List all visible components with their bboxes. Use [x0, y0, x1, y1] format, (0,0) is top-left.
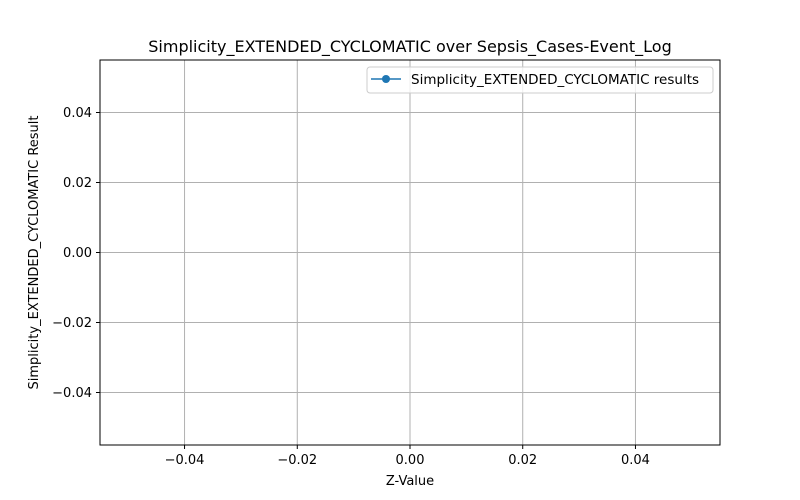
x-axis: −0.04 −0.02 0.00 0.02 0.04 — [165, 445, 650, 468]
legend: Simplicity_EXTENDED_CYCLOMATIC results — [366, 66, 714, 94]
x-tick-label: 0.02 — [508, 453, 537, 468]
legend-series-label: Simplicity_EXTENDED_CYCLOMATIC results — [411, 72, 699, 88]
y-axis-label: Simplicity_EXTENDED_CYCLOMATIC Result — [27, 116, 42, 390]
x-tick-label: −0.04 — [165, 453, 205, 468]
y-tick-label: 0.00 — [63, 246, 92, 261]
chart-title: Simplicity_EXTENDED_CYCLOMATIC over Seps… — [148, 37, 671, 57]
y-tick-label: 0.02 — [63, 176, 92, 191]
grid — [100, 60, 720, 445]
x-tick-label: 0.00 — [396, 453, 425, 468]
x-axis-label: Z-Value — [386, 474, 434, 489]
x-tick-label: −0.02 — [277, 453, 317, 468]
y-tick-label: −0.04 — [52, 386, 92, 401]
legend-series-marker — [382, 75, 390, 83]
legend-box — [366, 66, 714, 94]
y-tick-label: −0.02 — [52, 316, 92, 331]
y-axis: −0.04 −0.02 0.00 0.02 0.04 — [52, 106, 100, 401]
y-tick-label: 0.04 — [63, 106, 92, 121]
x-tick-label: 0.04 — [621, 453, 650, 468]
